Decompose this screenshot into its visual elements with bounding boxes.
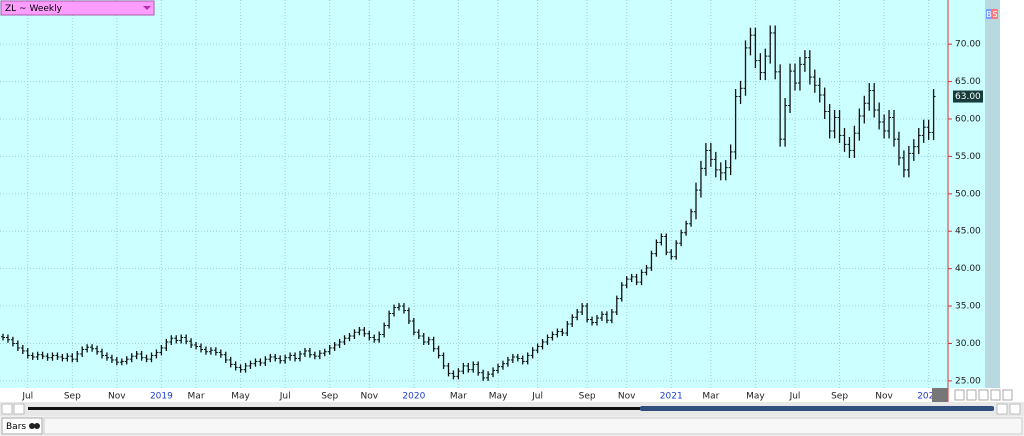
symbol-label: ZL ~ Weekly bbox=[5, 4, 63, 14]
y-tick-label: 25.00 bbox=[955, 376, 981, 386]
buy-button[interactable] bbox=[986, 9, 992, 19]
zoom-buttons[interactable] bbox=[954, 389, 1013, 401]
x-tick-label: Sep bbox=[579, 392, 596, 402]
dropdown-arrow[interactable] bbox=[143, 6, 151, 10]
x-tick-label: Mar bbox=[188, 392, 205, 402]
x-tick-label: Jul bbox=[279, 392, 291, 402]
tab-icon bbox=[34, 423, 40, 429]
x-tick-label: Jul bbox=[789, 392, 801, 402]
x-tick-label: May bbox=[231, 392, 250, 402]
x-tick-label: Jul bbox=[531, 392, 543, 402]
scroll-right[interactable] bbox=[996, 403, 1008, 415]
last-price-box bbox=[953, 90, 983, 103]
scroll-marker bbox=[932, 388, 948, 402]
tab-icon bbox=[29, 423, 35, 429]
scroll-left[interactable] bbox=[13, 403, 25, 415]
x-tick-label: Sep bbox=[321, 392, 338, 402]
sell-label: S bbox=[992, 10, 997, 19]
y-tick-label: 65.00 bbox=[955, 77, 981, 87]
tab-label: Bars bbox=[6, 422, 26, 432]
x-tick-label: Mar bbox=[450, 392, 467, 402]
scroll-right-fast[interactable] bbox=[1009, 403, 1021, 415]
x-tick-label: Sep bbox=[64, 392, 81, 402]
y-tick-label: 55.00 bbox=[955, 152, 981, 162]
y-tick-label: 60.00 bbox=[955, 114, 981, 124]
scroll-track[interactable] bbox=[28, 407, 994, 410]
y-tick-label: 40.00 bbox=[955, 264, 981, 274]
x-tick-label: May bbox=[746, 392, 765, 402]
tool-button[interactable] bbox=[990, 389, 1001, 401]
y-tick-label: 35.00 bbox=[955, 302, 981, 312]
x-tick-label: 2021 bbox=[660, 392, 683, 402]
symbol-selector[interactable] bbox=[0, 0, 155, 16]
tool-button[interactable] bbox=[1002, 389, 1013, 401]
right-margin bbox=[1000, 0, 1024, 388]
x-tick-label: 2022 bbox=[917, 392, 940, 402]
tool-button[interactable] bbox=[954, 389, 965, 401]
x-tick-label: Nov bbox=[108, 392, 126, 402]
right-strip bbox=[985, 0, 1000, 388]
y-tick-label: 50.00 bbox=[955, 189, 981, 199]
x-tick-label: Nov bbox=[361, 392, 379, 402]
x-tick-label: 2020 bbox=[402, 392, 425, 402]
last-price-label: 63.00 bbox=[955, 92, 981, 102]
x-tick-label: Jul bbox=[21, 392, 33, 402]
x-tick-label: Mar bbox=[702, 392, 719, 402]
x-tick-label: May bbox=[489, 392, 508, 402]
y-tick-label: 30.00 bbox=[955, 339, 981, 349]
scroll-thumb[interactable] bbox=[640, 406, 994, 411]
x-tick-label: 2019 bbox=[150, 392, 173, 402]
x-tick-label: Nov bbox=[875, 392, 893, 402]
x-axis-bg bbox=[0, 388, 1024, 402]
scroll-left-fast[interactable] bbox=[1, 403, 13, 415]
x-tick-label: Sep bbox=[831, 392, 848, 402]
tool-button[interactable] bbox=[978, 389, 989, 401]
tool-button[interactable] bbox=[966, 389, 977, 401]
y-tick-label: 45.00 bbox=[955, 227, 981, 237]
bars-tab[interactable] bbox=[1, 417, 43, 435]
status-bar bbox=[43, 417, 1023, 435]
y-tick-label: 70.00 bbox=[955, 40, 981, 50]
sell-button[interactable] bbox=[992, 9, 998, 19]
buy-label: B bbox=[986, 10, 992, 19]
x-tick-label: Nov bbox=[618, 392, 636, 402]
